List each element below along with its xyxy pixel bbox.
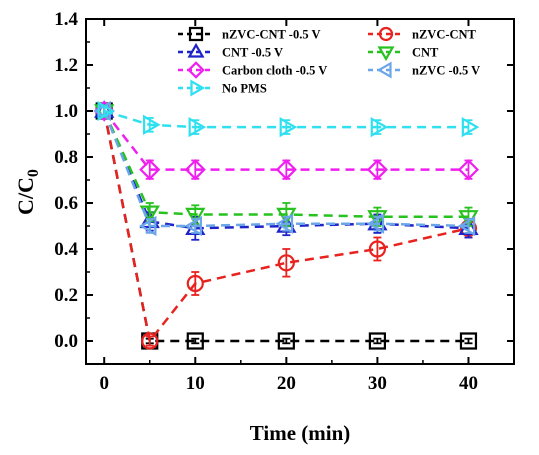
series-carbon-cloth-0-5-v bbox=[93, 100, 480, 181]
data-point bbox=[184, 215, 203, 237]
y-axis-label-main: C/C bbox=[13, 177, 38, 215]
plot-frame bbox=[85, 18, 515, 365]
series-nzvc-0-5-v bbox=[93, 100, 476, 237]
data-point bbox=[275, 213, 294, 234]
data-point bbox=[186, 274, 204, 293]
legend-item: nZVC-CNT bbox=[368, 26, 477, 42]
data-point bbox=[461, 116, 480, 138]
series-line bbox=[103, 110, 469, 228]
x-tick-label: 30 bbox=[368, 373, 387, 394]
svg-text:C/C0: C/C0 bbox=[13, 169, 42, 215]
data-point bbox=[138, 215, 157, 237]
legend-label: nZVC-CNT -0.5 V bbox=[222, 28, 321, 42]
y-tick-label: 0.2 bbox=[54, 285, 78, 306]
x-tick-label: 40 bbox=[459, 373, 478, 394]
legend-label: Carbon cloth -0.5 V bbox=[222, 64, 327, 78]
y-tick-label: 1.2 bbox=[54, 55, 78, 76]
legend-marker bbox=[187, 42, 205, 58]
legend-label: No PMS bbox=[222, 82, 267, 96]
data-point bbox=[367, 210, 388, 228]
legend-item: CNT -0.5 V bbox=[178, 42, 283, 60]
legend-label: CNT -0.5 V bbox=[222, 46, 283, 60]
series-no-pms bbox=[97, 100, 480, 138]
y-tick-label: 0.8 bbox=[54, 147, 78, 168]
x-tick-label: 10 bbox=[186, 373, 205, 394]
legend-item: nZVC -0.5 V bbox=[368, 61, 480, 79]
legend-marker bbox=[188, 26, 204, 42]
legend-label: nZVC -0.5 V bbox=[412, 64, 480, 78]
data-point bbox=[366, 159, 388, 181]
legend-marker bbox=[187, 61, 205, 79]
series-line bbox=[102, 110, 469, 344]
data-point bbox=[457, 159, 480, 181]
y-tick-label: 0.0 bbox=[54, 331, 78, 352]
legend-label: nZVC-CNT bbox=[412, 28, 477, 42]
legend-label: CNT bbox=[412, 46, 439, 60]
y-axis-label-sub: 0 bbox=[25, 169, 42, 177]
data-point bbox=[185, 207, 206, 226]
y-tick-label: 0.6 bbox=[54, 193, 78, 214]
data-point bbox=[370, 116, 389, 138]
data-point bbox=[97, 100, 116, 122]
x-tick-label: 0 bbox=[99, 373, 109, 394]
series-line bbox=[103, 110, 469, 171]
series-line bbox=[103, 110, 469, 219]
data-point bbox=[184, 159, 206, 181]
data-point bbox=[139, 159, 161, 181]
legend-item: Carbon cloth -0.5 V bbox=[178, 61, 327, 79]
x-axis-label: Time (min) bbox=[250, 421, 351, 445]
data-point bbox=[279, 116, 298, 138]
data-point bbox=[277, 254, 295, 272]
data-point bbox=[141, 332, 159, 350]
series-line bbox=[103, 109, 469, 129]
x-tick-label: 20 bbox=[277, 373, 296, 394]
legend-item: CNT bbox=[368, 46, 439, 62]
y-tick-label: 1.4 bbox=[54, 9, 78, 30]
data-point bbox=[459, 332, 478, 350]
data-point bbox=[143, 114, 161, 135]
data-point bbox=[277, 332, 295, 350]
y-axis-label: C/C0 bbox=[13, 169, 42, 215]
data-point bbox=[275, 159, 297, 181]
data-point bbox=[186, 332, 204, 350]
legend-marker bbox=[190, 79, 206, 97]
legend-marker bbox=[376, 61, 392, 79]
data-point bbox=[368, 240, 387, 258]
y-tick-label: 0.4 bbox=[54, 239, 78, 260]
data-point bbox=[457, 215, 476, 237]
y-tick-label: 1.0 bbox=[54, 101, 78, 122]
legend-item: nZVC-CNT -0.5 V bbox=[178, 26, 321, 42]
legend-marker bbox=[377, 46, 395, 62]
legend-item: No PMS bbox=[178, 79, 267, 97]
data-point bbox=[368, 332, 387, 350]
data-point bbox=[366, 213, 385, 234]
legend-marker bbox=[378, 26, 394, 42]
data-point bbox=[188, 116, 207, 138]
